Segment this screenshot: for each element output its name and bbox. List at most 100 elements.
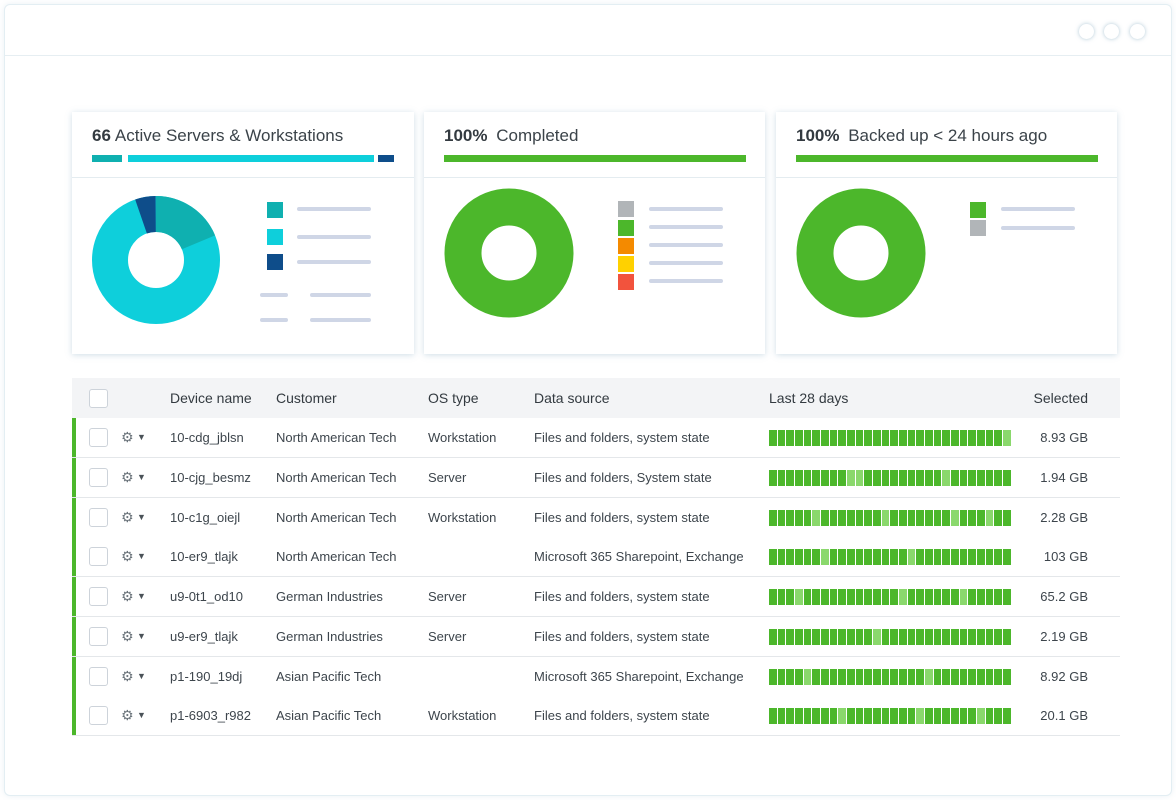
column-header-customer[interactable]: Customer	[276, 390, 337, 406]
history-day-bar	[838, 509, 847, 526]
history-day-bar	[899, 668, 907, 685]
select-all-checkbox[interactable]	[89, 389, 108, 408]
gear-icon[interactable]: ⚙	[121, 548, 134, 565]
history-day-bar	[855, 708, 864, 725]
gear-icon[interactable]: ⚙	[121, 707, 134, 724]
caret-down-icon[interactable]: ▼	[137, 471, 146, 482]
history-day-bar	[899, 430, 907, 446]
history-day-bar	[907, 589, 916, 605]
history-day-bar	[933, 469, 942, 486]
history-day-bar	[821, 589, 829, 605]
history-day-bar	[899, 628, 907, 645]
card-title: 100% Completed	[444, 126, 578, 146]
window-control-dot[interactable]	[1130, 24, 1145, 39]
history-day-bar	[847, 549, 855, 566]
row-checkbox[interactable]	[89, 428, 108, 447]
history-day-bar	[1003, 628, 1011, 645]
caret-down-icon[interactable]: ▼	[137, 670, 146, 681]
table-row[interactable]: ⚙ ▼ 10-cdg_jblsn North American Tech Worksta…	[72, 418, 1120, 458]
gear-icon[interactable]: ⚙	[121, 588, 134, 604]
row-checkbox[interactable]	[89, 626, 108, 646]
column-header-data-source[interactable]: Data source	[534, 390, 610, 406]
column-header-selected[interactable]: Selected	[1033, 390, 1088, 406]
completed-donut-chart	[444, 188, 574, 318]
caret-down-icon[interactable]: ▼	[137, 591, 146, 601]
gear-icon[interactable]: ⚙	[121, 667, 134, 684]
row-checkbox[interactable]	[89, 706, 108, 726]
history-day-bar	[959, 589, 968, 605]
history-day-bar	[803, 509, 812, 526]
device-name-cell[interactable]: u9-er9_tlajk	[170, 628, 238, 644]
history-day-bar	[821, 469, 829, 486]
device-name-cell[interactable]: 10-cjg_besmz	[170, 469, 251, 485]
table-row[interactable]: ⚙ ▼ 10-er9_tlajk North American Tech Microso…	[72, 537, 1120, 578]
history-day-bar	[777, 509, 786, 526]
legend-swatch	[618, 256, 634, 272]
table-row[interactable]: ⚙ ▼ p1-6903_r982 Asian Pacific Tech Workstat…	[72, 696, 1120, 737]
table-row[interactable]: ⚙ ▼ u9-0t1_od10 German Industries Server File…	[72, 577, 1120, 617]
history-day-bar	[942, 589, 951, 605]
table-row[interactable]: ⚙ ▼ p1-190_19dj Asian Pacific Tech Microsoft…	[72, 656, 1120, 697]
history-day-bar	[821, 430, 829, 446]
history-day-bar	[812, 430, 821, 446]
row-checkbox[interactable]	[89, 467, 108, 487]
history-day-bar	[812, 469, 821, 486]
device-name-cell[interactable]: 10-c1g_oiejl	[170, 509, 241, 525]
caret-down-icon[interactable]: ▼	[137, 551, 146, 562]
history-day-bar	[795, 628, 803, 645]
customer-cell: Asian Pacific Tech	[276, 708, 382, 724]
history-day-bar	[968, 549, 977, 566]
device-name-cell[interactable]: 10-cdg_jblsn	[170, 430, 244, 445]
gear-icon[interactable]: ⚙	[121, 508, 134, 525]
legend-placeholder-line	[260, 293, 288, 297]
caret-down-icon[interactable]: ▼	[137, 630, 146, 641]
customer-cell: North American Tech	[276, 430, 397, 445]
caret-down-icon[interactable]: ▼	[137, 511, 146, 522]
device-name-cell[interactable]: 10-er9_tlajk	[170, 549, 238, 565]
column-header-device-name[interactable]: Device name	[170, 390, 252, 406]
history-day-bar	[803, 589, 812, 605]
row-checkbox[interactable]	[89, 587, 108, 606]
device-name-cell[interactable]: p1-190_19dj	[170, 668, 243, 684]
column-header-os-type[interactable]: OS type	[428, 390, 479, 406]
card-divider	[72, 177, 414, 178]
row-checkbox[interactable]	[89, 507, 108, 527]
row-status-accent	[72, 616, 76, 656]
history-day-bar	[829, 469, 838, 486]
gear-icon[interactable]: ⚙	[121, 627, 134, 644]
history-day-bar	[916, 509, 925, 526]
legend-swatch	[970, 202, 986, 218]
history-day-bar	[925, 589, 933, 605]
device-name-cell[interactable]: p1-6903_r982	[170, 708, 251, 724]
history-day-bar	[985, 549, 994, 566]
column-header-last-28-days[interactable]: Last 28 days	[769, 390, 849, 406]
history-day-bar	[786, 430, 795, 446]
row-checkbox[interactable]	[89, 666, 108, 686]
gear-icon[interactable]: ⚙	[121, 468, 134, 485]
table-row[interactable]: ⚙ ▼ 10-c1g_oiejl North American Tech Worksta…	[72, 497, 1120, 538]
history-day-bar	[838, 430, 847, 446]
row-checkbox[interactable]	[89, 547, 108, 567]
table-row[interactable]: ⚙ ▼ u9-er9_tlajk German Industries Server Fil…	[72, 616, 1120, 657]
history-day-bar	[994, 549, 1003, 566]
history-day-bar	[829, 628, 838, 645]
selected-size-cell: 1.94 GB	[1040, 469, 1088, 485]
history-day-bar	[907, 549, 916, 566]
legend-placeholder-line	[297, 235, 371, 239]
caret-down-icon[interactable]: ▼	[137, 710, 146, 721]
gear-icon[interactable]: ⚙	[121, 429, 134, 445]
customer-cell: North American Tech	[276, 549, 397, 565]
history-day-bar	[786, 469, 795, 486]
history-day-bar	[881, 549, 890, 566]
history-day-bar	[855, 430, 864, 446]
caret-down-icon[interactable]: ▼	[137, 432, 146, 442]
history-day-bar	[907, 430, 916, 446]
history-day-bar	[985, 469, 994, 486]
window-control-dot[interactable]	[1104, 24, 1119, 39]
table-row[interactable]: ⚙ ▼ 10-cjg_besmz North American Tech Server F…	[72, 457, 1120, 498]
window-control-dot[interactable]	[1079, 24, 1094, 39]
legend-placeholder-line	[310, 318, 371, 322]
device-name-cell[interactable]: u9-0t1_od10	[170, 589, 244, 604]
selected-size-cell: 65.2 GB	[1040, 589, 1088, 604]
history-day-bar	[769, 668, 777, 685]
